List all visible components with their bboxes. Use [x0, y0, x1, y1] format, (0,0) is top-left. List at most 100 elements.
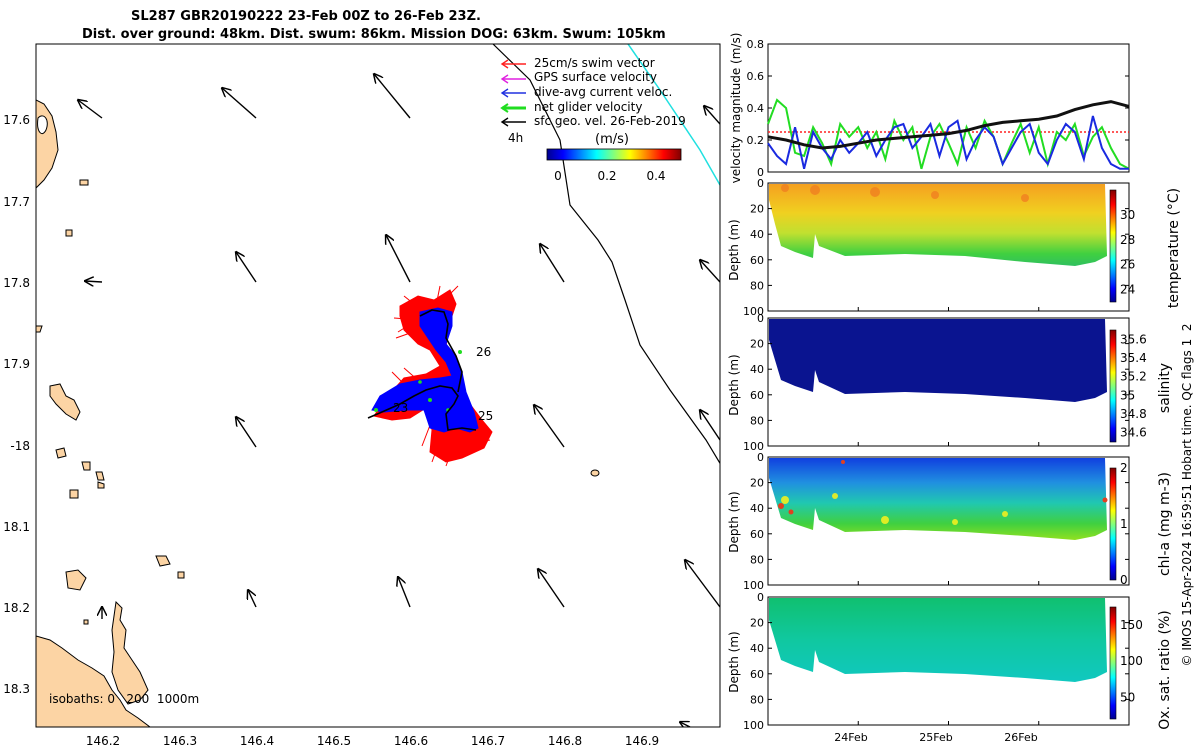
geo-arrow: [538, 569, 565, 608]
island: [69, 489, 79, 499]
map-x-ticks: 146.2 146.3 146.4 146.5 146.6 146.7 146.…: [86, 734, 659, 748]
title-line-2: Dist. over ground: 48km. Dist. swum: 86k…: [82, 27, 666, 42]
oxygen-colorbar: [1109, 606, 1117, 720]
x-tick: 146.2: [86, 734, 120, 748]
depth-tick-label: 100: [743, 719, 764, 732]
geo-arrow: [386, 235, 411, 283]
y-tick: 18.3: [3, 682, 30, 696]
island: [65, 569, 87, 591]
depth-tick-label: 60: [750, 254, 764, 267]
velocity-series-line: [767, 100, 1130, 150]
y-tick: 17.6: [3, 113, 30, 127]
depth-tick-label: 40: [750, 502, 764, 515]
speed-colorbar: [546, 148, 682, 161]
temperature-colorbar: [1109, 189, 1117, 303]
temperature-y-ticks: 0 20 40 60 80 100: [743, 177, 1129, 318]
x-tick: 146.5: [317, 734, 351, 748]
geo-arrow: [540, 244, 565, 283]
isobaths-note: isobaths: 0 200 1000m: [49, 692, 199, 706]
y-tick: 17.7: [3, 195, 30, 209]
coastline-headland: [111, 600, 149, 705]
depth-tick-label: 0: [757, 312, 764, 325]
chla-colorbar-ticks: 0 1 2: [1120, 461, 1128, 587]
salinity-ylabel: Depth (m): [727, 354, 741, 415]
chla-colorbar-label: chl-a (mg m-3): [1157, 472, 1173, 576]
chla-colorbar: [1109, 467, 1117, 581]
legend-diveavg: dive-avg current veloc.: [534, 85, 672, 99]
depth-tick-label: 100: [743, 305, 764, 318]
colorbar-tick-label: 24: [1120, 283, 1135, 297]
speed-tick: 0.2: [597, 169, 616, 183]
geo-arrow: [700, 260, 720, 283]
depth-tick-label: 0: [757, 591, 764, 604]
footer-credit: © IMOS 15-Apr-2024 16:59:51 Hobart time.…: [1180, 324, 1194, 667]
sfc-geo-vel-arrows: [78, 74, 720, 727]
oxygen-colorbar-label: Ox. sat. ratio (%): [1157, 610, 1173, 729]
velocity-series-line: [767, 98, 1130, 170]
speed-tick: 0.4: [646, 169, 665, 183]
velocity-series-line: [767, 115, 1129, 170]
island: [79, 179, 89, 186]
day-label-23: 23: [393, 401, 408, 415]
velocity-panel: 0 0.2 0.4 0.6 0.8 velocity magnitude (m/s): [729, 33, 1130, 183]
colorbar-tick-label: 100: [1120, 654, 1143, 668]
y-tick: 18.1: [3, 520, 30, 534]
colorbar-tick-label: 35.6: [1120, 332, 1147, 346]
depth-tick-label: 0: [757, 451, 764, 464]
y-tick: 17.9: [3, 357, 30, 371]
x-tick: 146.6: [394, 734, 428, 748]
colorbar-tick-label: 30: [1120, 208, 1135, 222]
depth-tick-label: 100: [743, 440, 764, 453]
colorbar-tick-label: 34.8: [1120, 407, 1147, 421]
depth-tick-label: 60: [750, 389, 764, 402]
y-tick: -18: [10, 439, 30, 453]
oxygen-panel: 0 20 40 60 80 100 Depth (m) 50 100 150 Ox. sat.…: [727, 591, 1173, 732]
geo-arrow: [685, 560, 720, 608]
colorbar-tick-label: 2: [1120, 461, 1128, 475]
title-line-1: SL287 GBR20190222 23-Feb 00Z to 26-Feb 2…: [131, 9, 481, 24]
island: [97, 481, 105, 489]
island: [83, 619, 89, 625]
velocity-series: [767, 98, 1130, 170]
temperature-ylabel: Depth (m): [727, 219, 741, 280]
x-tick: 146.3: [163, 734, 197, 748]
colorbar-tick-label: 28: [1120, 233, 1135, 247]
y-tick: 18.2: [3, 601, 30, 615]
depth-tick-label: 40: [750, 642, 764, 655]
dive-avg-current-band: [371, 307, 479, 433]
legend-swim: 25cm/s swim vector: [534, 56, 655, 70]
colorbar-tick-label: 50: [1120, 690, 1135, 704]
map-y-ticks: 17.6 17.7 17.8 17.9 -18 18.1 18.2 18.3: [3, 113, 30, 696]
geo-arrow: [248, 590, 257, 608]
depth-tick-label: 0: [757, 177, 764, 190]
oxygen-y-ticks: 0 20 40 60 80 100: [743, 591, 1129, 732]
colorbar-tick-label: 34.6: [1120, 426, 1147, 440]
colorbar-tick-label: 0: [1120, 573, 1128, 587]
island: [55, 447, 67, 459]
legend-sfc: sfc geo. vel. 26-Feb-2019: [534, 114, 686, 128]
depth-tick-label: 20: [750, 338, 764, 351]
temperature-colorbar-ticks: 24 26 28 30: [1120, 208, 1135, 297]
isobath-line-cyan: [627, 44, 720, 186]
y-tick: 17.8: [3, 276, 30, 290]
temperature-panel: 0 20 40 60 80 100 Depth (m) 24 26 28 30 temperat…: [727, 177, 1182, 318]
geo-arrow: [374, 74, 411, 119]
chla-ylabel: Depth (m): [727, 491, 741, 552]
depth-tick-label: 80: [750, 279, 764, 292]
oxygen-ylabel: Depth (m): [727, 631, 741, 692]
island: [36, 325, 43, 333]
geo-arrow: [680, 722, 691, 727]
x-tick: 146.7: [471, 734, 505, 748]
geo-arrow: [236, 252, 257, 283]
depth-tick-label: 20: [750, 477, 764, 490]
geo-arrow: [78, 100, 103, 119]
map-legend: 25cm/s swim vector GPS surface velocity …: [500, 56, 686, 128]
island: [81, 461, 91, 471]
legend-net: net glider velocity: [534, 100, 642, 114]
depth-tick-label: 40: [750, 228, 764, 241]
day-label-26: 26: [476, 345, 491, 359]
velocity-tick-label: 0.4: [747, 102, 765, 115]
x-tick: 146.9: [625, 734, 659, 748]
geo-arrow: [236, 417, 257, 448]
